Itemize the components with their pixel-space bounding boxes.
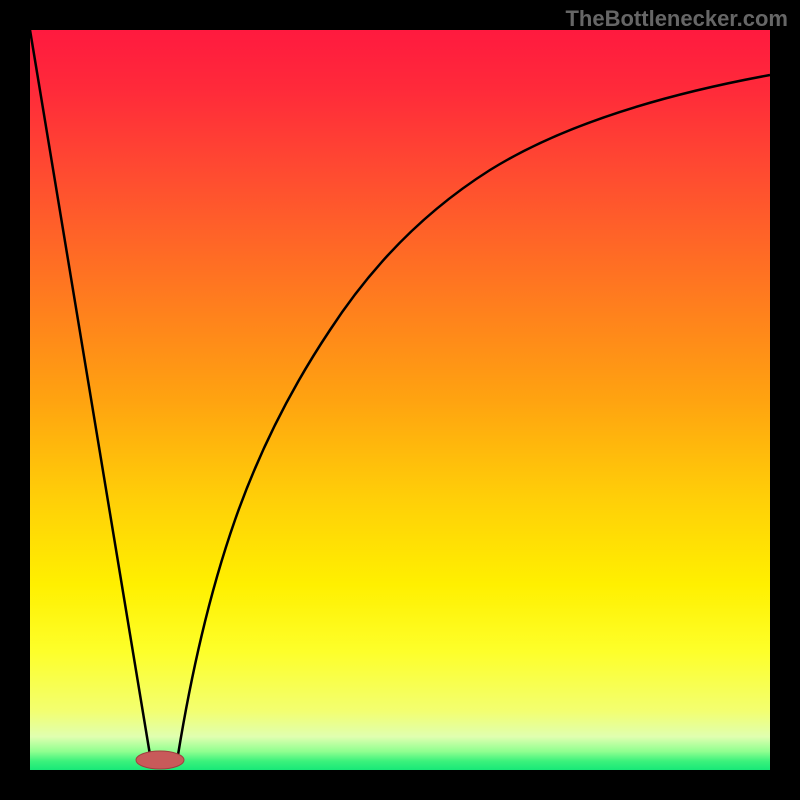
watermark-text: TheBottlenecker.com [565, 6, 788, 32]
bottleneck-chart [0, 0, 800, 800]
chart-container: { "watermark": { "text": "TheBottlenecke… [0, 0, 800, 800]
optimal-point-marker [136, 751, 184, 769]
chart-background [30, 30, 770, 770]
